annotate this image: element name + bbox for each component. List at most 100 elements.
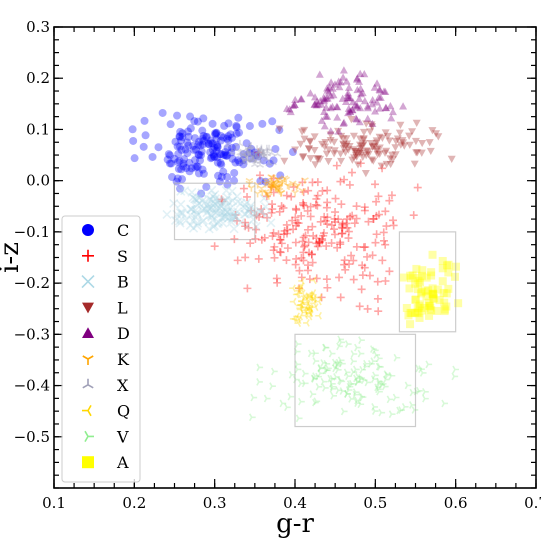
data-point bbox=[333, 103, 342, 111]
data-point bbox=[312, 239, 321, 248]
data-point bbox=[288, 148, 297, 157]
data-point bbox=[184, 141, 193, 150]
data-point bbox=[427, 271, 436, 280]
data-point bbox=[328, 84, 337, 92]
data-point bbox=[242, 155, 250, 162]
data-point bbox=[258, 152, 267, 159]
data-point bbox=[213, 198, 223, 208]
data-point bbox=[291, 204, 300, 213]
data-point bbox=[271, 367, 278, 376]
data-point bbox=[356, 159, 365, 168]
data-point bbox=[374, 192, 383, 201]
data-point bbox=[239, 184, 248, 193]
data-point bbox=[315, 382, 323, 391]
data-point bbox=[360, 263, 369, 272]
data-point bbox=[378, 408, 386, 417]
data-point bbox=[289, 225, 298, 234]
data-point bbox=[301, 292, 308, 301]
data-point bbox=[265, 144, 273, 152]
data-point bbox=[359, 243, 368, 252]
data-point bbox=[291, 146, 300, 154]
data-point bbox=[328, 102, 337, 110]
data-point bbox=[371, 407, 379, 415]
data-point bbox=[363, 252, 372, 261]
data-point bbox=[370, 83, 379, 91]
data-point bbox=[268, 180, 277, 188]
data-point bbox=[224, 213, 234, 223]
data-point bbox=[339, 141, 348, 149]
data-point bbox=[363, 104, 372, 112]
data-point bbox=[174, 164, 183, 173]
data-point bbox=[207, 153, 216, 162]
data-point bbox=[387, 191, 396, 200]
data-point bbox=[279, 203, 288, 212]
legend-item-C: C bbox=[82, 221, 129, 240]
data-point bbox=[287, 392, 295, 401]
data-point bbox=[415, 302, 424, 311]
data-point bbox=[232, 207, 243, 217]
data-point bbox=[289, 183, 298, 192]
data-point bbox=[194, 199, 204, 209]
data-point bbox=[251, 153, 260, 160]
data-point bbox=[256, 378, 263, 386]
data-point bbox=[388, 156, 397, 164]
data-point bbox=[310, 374, 318, 383]
data-point bbox=[310, 276, 317, 285]
legend-marker bbox=[82, 302, 94, 314]
data-point bbox=[271, 144, 280, 153]
data-point bbox=[297, 95, 306, 103]
data-point bbox=[202, 132, 211, 141]
data-point bbox=[350, 357, 357, 366]
data-point bbox=[214, 208, 224, 218]
x-tick-label: 0.2 bbox=[122, 494, 146, 512]
data-point bbox=[232, 129, 241, 138]
data-point bbox=[289, 297, 297, 306]
data-point bbox=[440, 305, 449, 314]
data-point bbox=[345, 260, 354, 269]
data-point bbox=[277, 180, 286, 187]
data-point bbox=[273, 278, 282, 287]
data-point bbox=[344, 340, 352, 348]
data-point bbox=[257, 205, 266, 214]
data-point bbox=[194, 150, 203, 159]
data-point bbox=[342, 219, 351, 228]
data-point bbox=[372, 197, 381, 206]
data-point bbox=[441, 399, 449, 408]
data-point bbox=[313, 242, 322, 251]
data-point bbox=[416, 386, 423, 395]
data-point bbox=[295, 414, 303, 423]
data-point bbox=[422, 387, 429, 396]
data-point bbox=[368, 143, 377, 151]
data-point bbox=[312, 234, 321, 243]
data-point bbox=[232, 123, 241, 132]
data-point bbox=[172, 177, 181, 186]
data-point bbox=[207, 202, 217, 213]
data-point bbox=[289, 284, 296, 293]
data-point bbox=[242, 150, 251, 158]
data-point bbox=[391, 151, 400, 159]
data-point bbox=[422, 273, 431, 282]
data-point bbox=[261, 210, 271, 220]
data-point bbox=[246, 156, 255, 164]
data-point bbox=[198, 126, 207, 135]
data-point bbox=[314, 155, 323, 163]
data-point bbox=[272, 274, 281, 283]
data-point bbox=[276, 171, 285, 180]
data-point bbox=[334, 360, 342, 369]
data-point bbox=[213, 142, 222, 151]
data-point bbox=[298, 297, 305, 306]
data-point bbox=[338, 224, 347, 233]
data-point bbox=[352, 152, 361, 160]
legend-label: C bbox=[117, 221, 129, 240]
data-point bbox=[306, 309, 313, 318]
data-point bbox=[355, 77, 364, 85]
data-point bbox=[389, 216, 398, 225]
data-point bbox=[296, 140, 305, 148]
data-point bbox=[244, 150, 253, 158]
data-point bbox=[273, 176, 282, 184]
data-point bbox=[178, 175, 187, 184]
data-point bbox=[212, 129, 221, 138]
data-point bbox=[247, 142, 256, 149]
data-point bbox=[330, 138, 339, 146]
data-point bbox=[381, 382, 389, 391]
